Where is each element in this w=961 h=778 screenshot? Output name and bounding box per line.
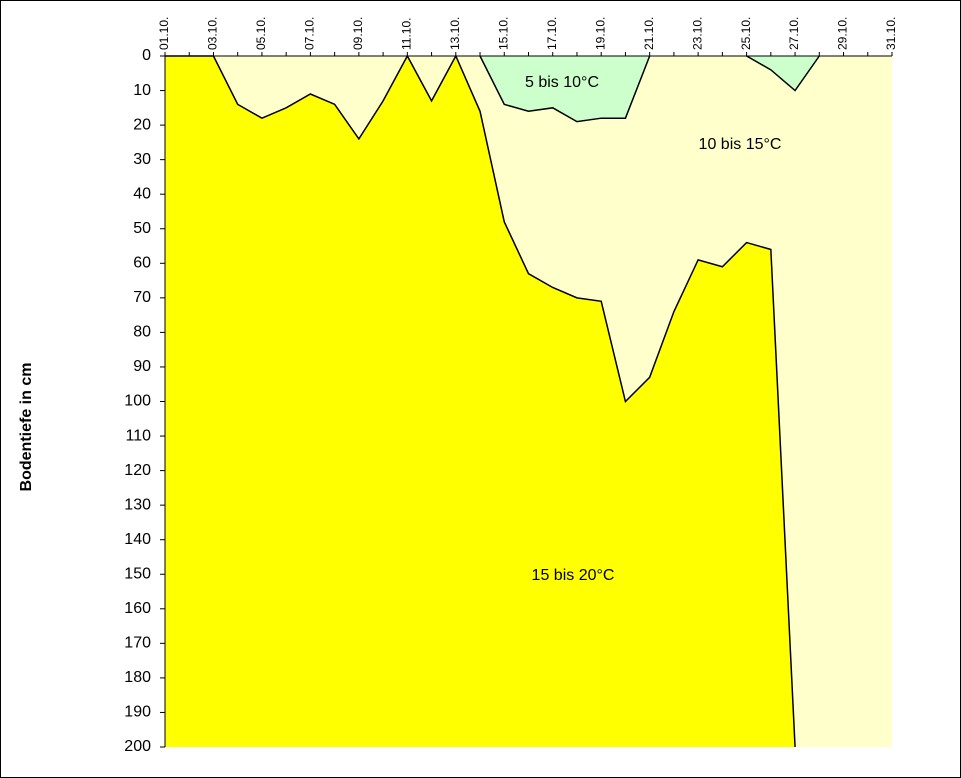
- area-label: 5 bis 10°C: [525, 74, 599, 91]
- y-tick-label: 110: [125, 427, 151, 444]
- x-tick-label: 13.10.: [448, 17, 462, 50]
- x-tick-label: 11.10.: [400, 18, 414, 50]
- y-tick-label: 40: [133, 185, 151, 202]
- y-tick-label: 150: [124, 565, 151, 582]
- y-tick-label: 130: [124, 496, 151, 513]
- x-tick-label: 17.10.: [545, 17, 559, 50]
- y-tick-label: 90: [133, 358, 151, 375]
- x-tick-label: 31.10.: [884, 17, 898, 50]
- y-tick-label: 60: [133, 255, 151, 272]
- x-tick-label: 25.10.: [739, 17, 753, 50]
- x-tick-label: 09.10.: [351, 17, 365, 50]
- area-label: 15 bis 20°C: [532, 567, 615, 584]
- x-tick-label: 27.10.: [787, 17, 801, 50]
- x-tick-label: 01.10.: [157, 17, 171, 50]
- y-tick-label: 100: [124, 393, 151, 410]
- area-line: [479, 55, 820, 123]
- x-tick-label: 19.10.: [593, 17, 607, 50]
- y-tick-label: 200: [124, 738, 151, 755]
- area-fill: [165, 56, 796, 747]
- y-tick-label: 120: [124, 462, 151, 479]
- area-line: [165, 54, 796, 748]
- x-tick-label: 05.10.: [254, 17, 268, 50]
- y-tick-label: 0: [142, 47, 151, 64]
- y-tick-label: 70: [133, 289, 151, 306]
- y-tick-label: 80: [133, 324, 151, 341]
- y-tick-label: 180: [124, 669, 151, 686]
- area-fill: [480, 56, 820, 122]
- x-tick-label: 15.10.: [496, 17, 510, 50]
- x-tick-label: 03.10.: [206, 17, 220, 50]
- x-tick-label: 07.10.: [303, 17, 317, 50]
- y-tick-label: 10: [133, 82, 151, 99]
- y-tick-label: 20: [133, 116, 151, 133]
- x-tick-label: 23.10.: [690, 17, 704, 50]
- y-tick-label: 30: [133, 151, 151, 168]
- y-tick-label: 160: [124, 600, 151, 617]
- y-axis-label: Bodentiefe in cm: [18, 363, 35, 492]
- area-label: 10 bis 15°C: [699, 136, 782, 153]
- y-tick-label: 170: [124, 635, 151, 652]
- y-tick-label: 190: [124, 704, 151, 721]
- x-tick-label: 29.10.: [836, 17, 850, 50]
- x-tick-label: 21.10.: [642, 17, 656, 50]
- y-tick-label: 140: [124, 531, 151, 548]
- y-tick-label: 50: [133, 220, 151, 237]
